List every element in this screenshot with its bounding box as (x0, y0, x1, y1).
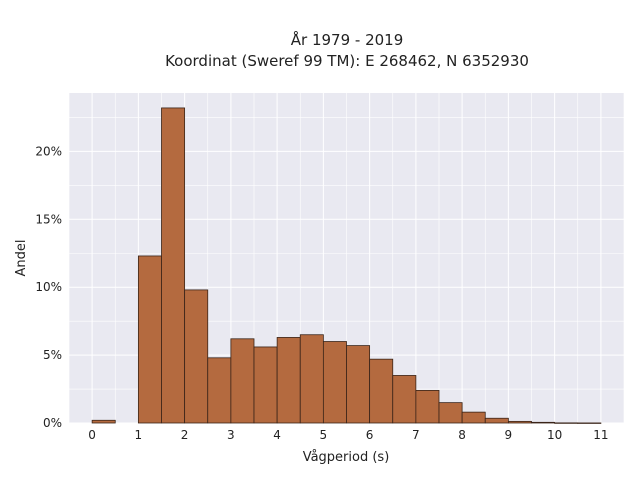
x-tick-label: 4 (273, 428, 281, 442)
histogram-bar (507, 420, 532, 424)
histogram-bar (161, 107, 186, 424)
histogram-bar (554, 422, 579, 424)
chart-title: År 1979 - 2019 (291, 30, 404, 49)
x-tick-label: 11 (593, 428, 608, 442)
y-tick-label: 10% (35, 280, 62, 294)
histogram-bar (346, 345, 371, 424)
histogram-bar (184, 289, 209, 424)
x-tick-label: 0 (88, 428, 96, 442)
bars (91, 107, 602, 424)
y-tick-label: 20% (35, 144, 62, 158)
histogram-bar (369, 358, 394, 424)
x-tick-label: 8 (458, 428, 466, 442)
histogram-bar (438, 402, 463, 424)
histogram-bar (91, 419, 116, 424)
histogram-bar (276, 337, 301, 424)
y-tick-label: 5% (43, 348, 62, 362)
x-tick-label: 1 (135, 428, 143, 442)
x-tick-labels: 0 1 2 3 4 5 6 7 8 9 10 11 (88, 428, 608, 442)
histogram-bar (253, 346, 278, 424)
histogram-bar (137, 255, 162, 424)
histogram-bar (392, 375, 417, 424)
x-tick-label: 5 (320, 428, 328, 442)
x-tick-label: 2 (181, 428, 189, 442)
histogram-bar (207, 357, 232, 424)
x-axis-label: Vågperiod (s) (303, 450, 390, 465)
y-axis-label: Andel (14, 240, 29, 277)
chart-subtitle: Koordinat (Sweref 99 TM): E 268462, N 63… (165, 52, 529, 70)
histogram-bar (577, 422, 602, 424)
histogram-bar (299, 334, 324, 424)
histogram-bar (484, 417, 509, 424)
y-tick-label: 0% (43, 416, 62, 430)
histogram-bar (322, 341, 347, 424)
histogram-bar (230, 338, 255, 424)
x-tick-label: 9 (505, 428, 513, 442)
y-tick-labels: 0% 5% 10% 15% 20% (35, 144, 62, 430)
x-tick-label: 10 (547, 428, 562, 442)
x-tick-label: 3 (227, 428, 235, 442)
histogram-bar (461, 411, 486, 424)
x-tick-label: 6 (366, 428, 374, 442)
x-tick-label: 7 (412, 428, 420, 442)
histogram-bar (415, 390, 440, 424)
histogram-bar (531, 421, 556, 424)
y-tick-label: 15% (35, 212, 62, 226)
